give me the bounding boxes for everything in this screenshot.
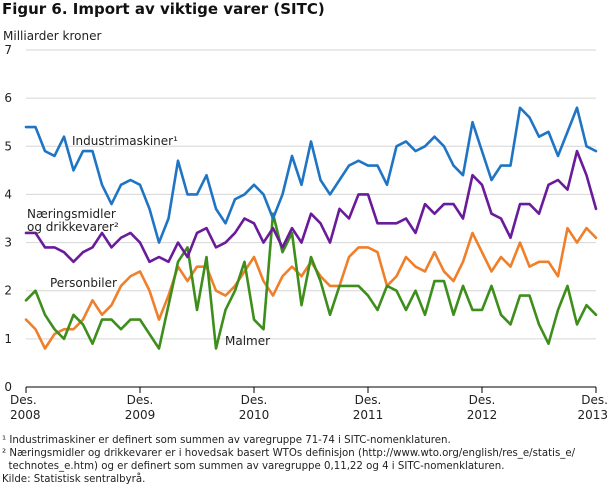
x-tick-label: Des. (581, 393, 608, 407)
y-tick-label: 5 (4, 139, 12, 153)
x-axis: Des.2008Des.2009Des.2010Des.2011Des.2012… (10, 387, 608, 422)
y-tick-label: 1 (4, 332, 12, 346)
x-tick-label: Des. (241, 393, 268, 407)
y-tick-label: 2 (4, 284, 12, 298)
y-tick-label: 4 (4, 187, 12, 201)
footnote-2: ² Næringsmidler og drikkevarer er i hove… (2, 448, 576, 459)
series-line-industrimaskiner (24, 106, 598, 244)
x-tick-label: Des. (10, 393, 37, 407)
x-tick-label: 2011 (353, 408, 384, 422)
y-tick-label: 3 (4, 236, 12, 250)
series-label: Personbiler (50, 276, 117, 290)
y-tick-labels: 0 1 2 3 4 5 6 7 (4, 43, 12, 394)
series-line-næringsmidler (24, 149, 598, 264)
footnote-1: ¹ Industrimaskiner er definert som summe… (2, 435, 451, 446)
x-tick-label: 2013 (577, 408, 608, 422)
footnote-2-cont: technotes_e.htm) og er definert som summ… (2, 461, 505, 472)
grid-lines (26, 49, 596, 388)
x-tick-label: Des. (127, 393, 154, 407)
series-line-malmer (24, 212, 598, 350)
y-tick-label: 6 (4, 91, 12, 105)
series-label: Industrimaskiner¹ (72, 134, 178, 148)
y-tick-label: 7 (4, 43, 12, 57)
x-tick-label: Des. (469, 393, 496, 407)
y-tick-label: 0 (4, 380, 12, 394)
series-label: Næringsmidler (27, 207, 116, 221)
y-axis-label: Milliarder kroner (3, 29, 101, 43)
source-note: Kilde: Statistisk sentralbyrå. (2, 474, 146, 485)
series-label: og drikkevarer² (27, 220, 119, 234)
x-tick-label: Des. (355, 393, 382, 407)
x-tick-label: 2010 (239, 408, 270, 422)
series-lines (24, 106, 598, 350)
series-label: Malmer (225, 334, 270, 348)
x-tick-label: 2012 (467, 408, 498, 422)
footnotes: ¹ Industrimaskiner er definert som summe… (2, 434, 606, 486)
x-tick-label: 2009 (125, 408, 156, 422)
chart-title: Figur 6. Import av viktige varer (SITC) (2, 0, 325, 18)
x-tick-label: 2008 (10, 408, 41, 422)
